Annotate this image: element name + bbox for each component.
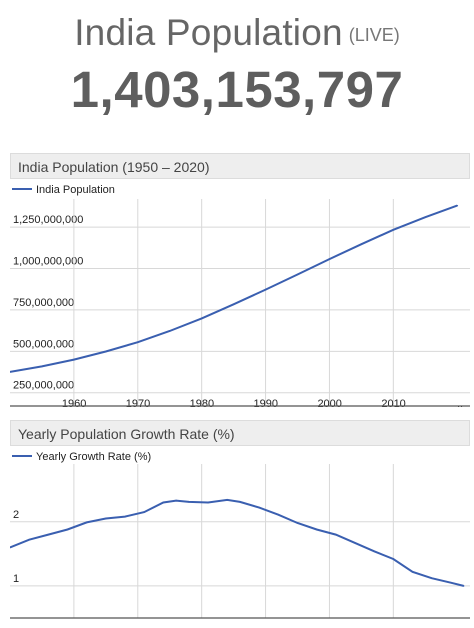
data-point: [66, 528, 69, 531]
data-point: [105, 350, 107, 353]
data-point: [328, 258, 331, 260]
y-tick-label: 250,000,000: [13, 380, 74, 392]
live-badge: (LIVE): [348, 25, 400, 45]
growth-rate-chart: 12196019701980199020002010..Yearly Growt…: [10, 451, 470, 619]
data-point: [10, 546, 11, 549]
x-tick-label: 1970: [126, 398, 150, 409]
data-point: [392, 558, 395, 560]
data-point: [175, 499, 177, 502]
data-point: [264, 288, 267, 291]
legend-label: Yearly Growth Rate (%): [36, 451, 151, 463]
population-chart: 250,000,000 500,000,000 750,000,000 1,000,0…: [10, 184, 470, 409]
data-point: [315, 528, 318, 531]
data-point: [335, 533, 337, 536]
data-point: [105, 517, 107, 520]
data-point: [360, 243, 363, 246]
data-point: [456, 204, 459, 207]
x-tick-label: 1980: [190, 398, 214, 409]
population-chart-panel: India Population (1950 – 2020) 250,000,0…: [10, 153, 470, 409]
chart-title: Yearly Population Growth Rate (%): [10, 420, 470, 446]
data-point: [239, 501, 241, 503]
data-point: [258, 506, 260, 509]
data-point: [232, 303, 235, 306]
data-point: [47, 533, 50, 536]
data-point: [143, 511, 145, 513]
y-tick-label: 1,000,000,000: [13, 256, 83, 268]
x-tick-label: 2000: [317, 398, 341, 409]
data-point: [200, 317, 203, 320]
data-point: [28, 538, 30, 541]
data-point: [10, 371, 11, 373]
y-tick-label: 1,250,000,000: [13, 214, 83, 226]
y-tick-label: 500,000,000: [13, 338, 74, 350]
series-line: [10, 204, 458, 373]
population-counter: 1,403,153,797: [70, 61, 404, 118]
data-point: [168, 330, 171, 332]
x-tick-label: 1990: [254, 398, 278, 409]
x-tick-label: 2010: [381, 398, 405, 409]
data-point: [424, 216, 427, 219]
data-point: [411, 571, 414, 573]
y-tick-label: 1: [13, 573, 19, 585]
y-tick-label: 750,000,000: [13, 297, 74, 309]
data-point: [296, 522, 299, 524]
data-point: [373, 550, 375, 553]
data-point: [73, 358, 75, 361]
x-overflow-label: ..: [457, 398, 463, 409]
data-point: [162, 501, 165, 504]
data-point: [277, 513, 280, 516]
title-text: India Population: [74, 12, 343, 53]
data-point: [207, 501, 209, 504]
data-point: [354, 542, 356, 544]
data-point: [136, 341, 139, 344]
y-tick-label: 2: [13, 509, 19, 521]
data-point: [430, 577, 433, 580]
page-title: India Population (LIVE): [0, 12, 474, 54]
data-point: [85, 521, 88, 524]
data-point: [41, 365, 43, 368]
x-tick-label: 1960: [62, 398, 86, 409]
data-point: [450, 581, 452, 584]
data-point: [296, 273, 299, 276]
data-point: [188, 501, 190, 503]
growth-rate-chart-panel: Yearly Population Growth Rate (%) 121960…: [10, 420, 470, 626]
data-point: [392, 228, 395, 231]
data-point: [226, 499, 229, 501]
page-header: India Population (LIVE) 1,403,153,797: [0, 0, 474, 140]
legend-label: India Population: [36, 184, 115, 196]
chart-title: India Population (1950 – 2020): [10, 153, 470, 179]
data-point: [462, 585, 465, 587]
series-line: [10, 498, 464, 587]
data-point: [124, 515, 126, 518]
